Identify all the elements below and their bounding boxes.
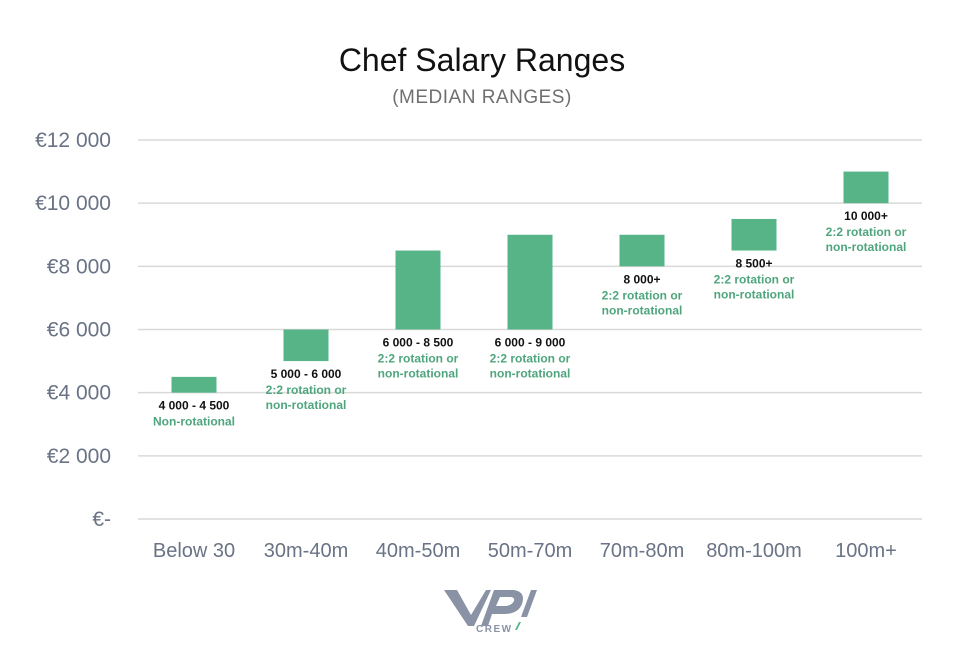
- logo-mark-v: [444, 590, 491, 626]
- range-value-label: 6 000 - 8 500: [383, 336, 454, 350]
- y-tick-label: €-: [92, 508, 111, 531]
- x-tick-label: 100m+: [835, 540, 897, 562]
- rotation-note-label: 2:2 rotation or: [266, 383, 347, 397]
- salary-range-bar: [171, 376, 217, 393]
- y-tick-label: €4 000: [47, 382, 111, 405]
- range-value-label: 6 000 - 9 000: [495, 336, 566, 350]
- logo-mark-p: [481, 590, 523, 626]
- salary-range-bar: [619, 234, 665, 267]
- rotation-note-label: Non-rotational: [153, 415, 235, 429]
- x-tick-label: 50m-70m: [488, 540, 572, 562]
- x-tick-label: 70m-80m: [600, 540, 684, 562]
- salary-range-bar: [731, 218, 777, 251]
- bars: [171, 171, 889, 393]
- x-axis-ticks: Below 30 30m-40m 40m-50m 50m-70m 70m-80m 80m-…: [153, 540, 897, 562]
- logo-accent-slash: [515, 622, 521, 630]
- y-tick-label: €12 000: [35, 129, 111, 152]
- rotation-note-label: 2:2 rotation or: [490, 352, 571, 366]
- range-value-label: 8 000+: [623, 272, 660, 286]
- salary-range-bar: [507, 234, 553, 330]
- range-value-label: 4 000 - 4 500: [159, 399, 230, 413]
- rotation-note-label: non-rotational: [714, 288, 795, 302]
- x-tick-label: 40m-50m: [376, 540, 460, 562]
- rotation-note-label: 2:2 rotation or: [714, 273, 795, 287]
- data-labels: 4 000 - 4 500 Non-rotational 5 000 - 6 000…: [153, 209, 907, 428]
- rotation-note-label: non-rotational: [490, 367, 571, 381]
- salary-range-bar: [395, 250, 441, 330]
- rotation-note-label: non-rotational: [602, 303, 683, 317]
- range-value-label: 10 000+: [844, 209, 888, 223]
- chart-subtitle: (MEDIAN RANGES): [392, 87, 572, 108]
- rotation-note-label: non-rotational: [378, 367, 459, 381]
- salary-range-bar: [283, 329, 329, 362]
- vpi-crew-logo: CREW: [444, 590, 537, 635]
- rotation-note-label: 2:2 rotation or: [378, 352, 459, 366]
- y-tick-label: €8 000: [47, 255, 111, 278]
- y-tick-label: €6 000: [47, 319, 111, 342]
- logo-mark-i: [521, 590, 537, 617]
- x-tick-label: 30m-40m: [264, 540, 348, 562]
- x-tick-label: 80m-100m: [706, 540, 802, 562]
- y-axis-ticks: €- €2 000 €4 000 €6 000 €8 000 €10 000 €12 000: [35, 129, 111, 531]
- rotation-note-label: 2:2 rotation or: [826, 225, 907, 239]
- logo-text: CREW: [476, 624, 513, 635]
- y-tick-label: €10 000: [35, 192, 111, 215]
- rotation-note-label: 2:2 rotation or: [602, 288, 683, 302]
- x-tick-label: Below 30: [153, 540, 235, 562]
- y-tick-label: €2 000: [47, 445, 111, 468]
- range-value-label: 8 500+: [735, 257, 772, 271]
- rotation-note-label: non-rotational: [826, 240, 907, 254]
- rotation-note-label: non-rotational: [266, 398, 347, 412]
- salary-range-bar: [843, 171, 889, 204]
- chart-title: Chef Salary Ranges: [339, 42, 625, 78]
- range-value-label: 5 000 - 6 000: [271, 367, 342, 381]
